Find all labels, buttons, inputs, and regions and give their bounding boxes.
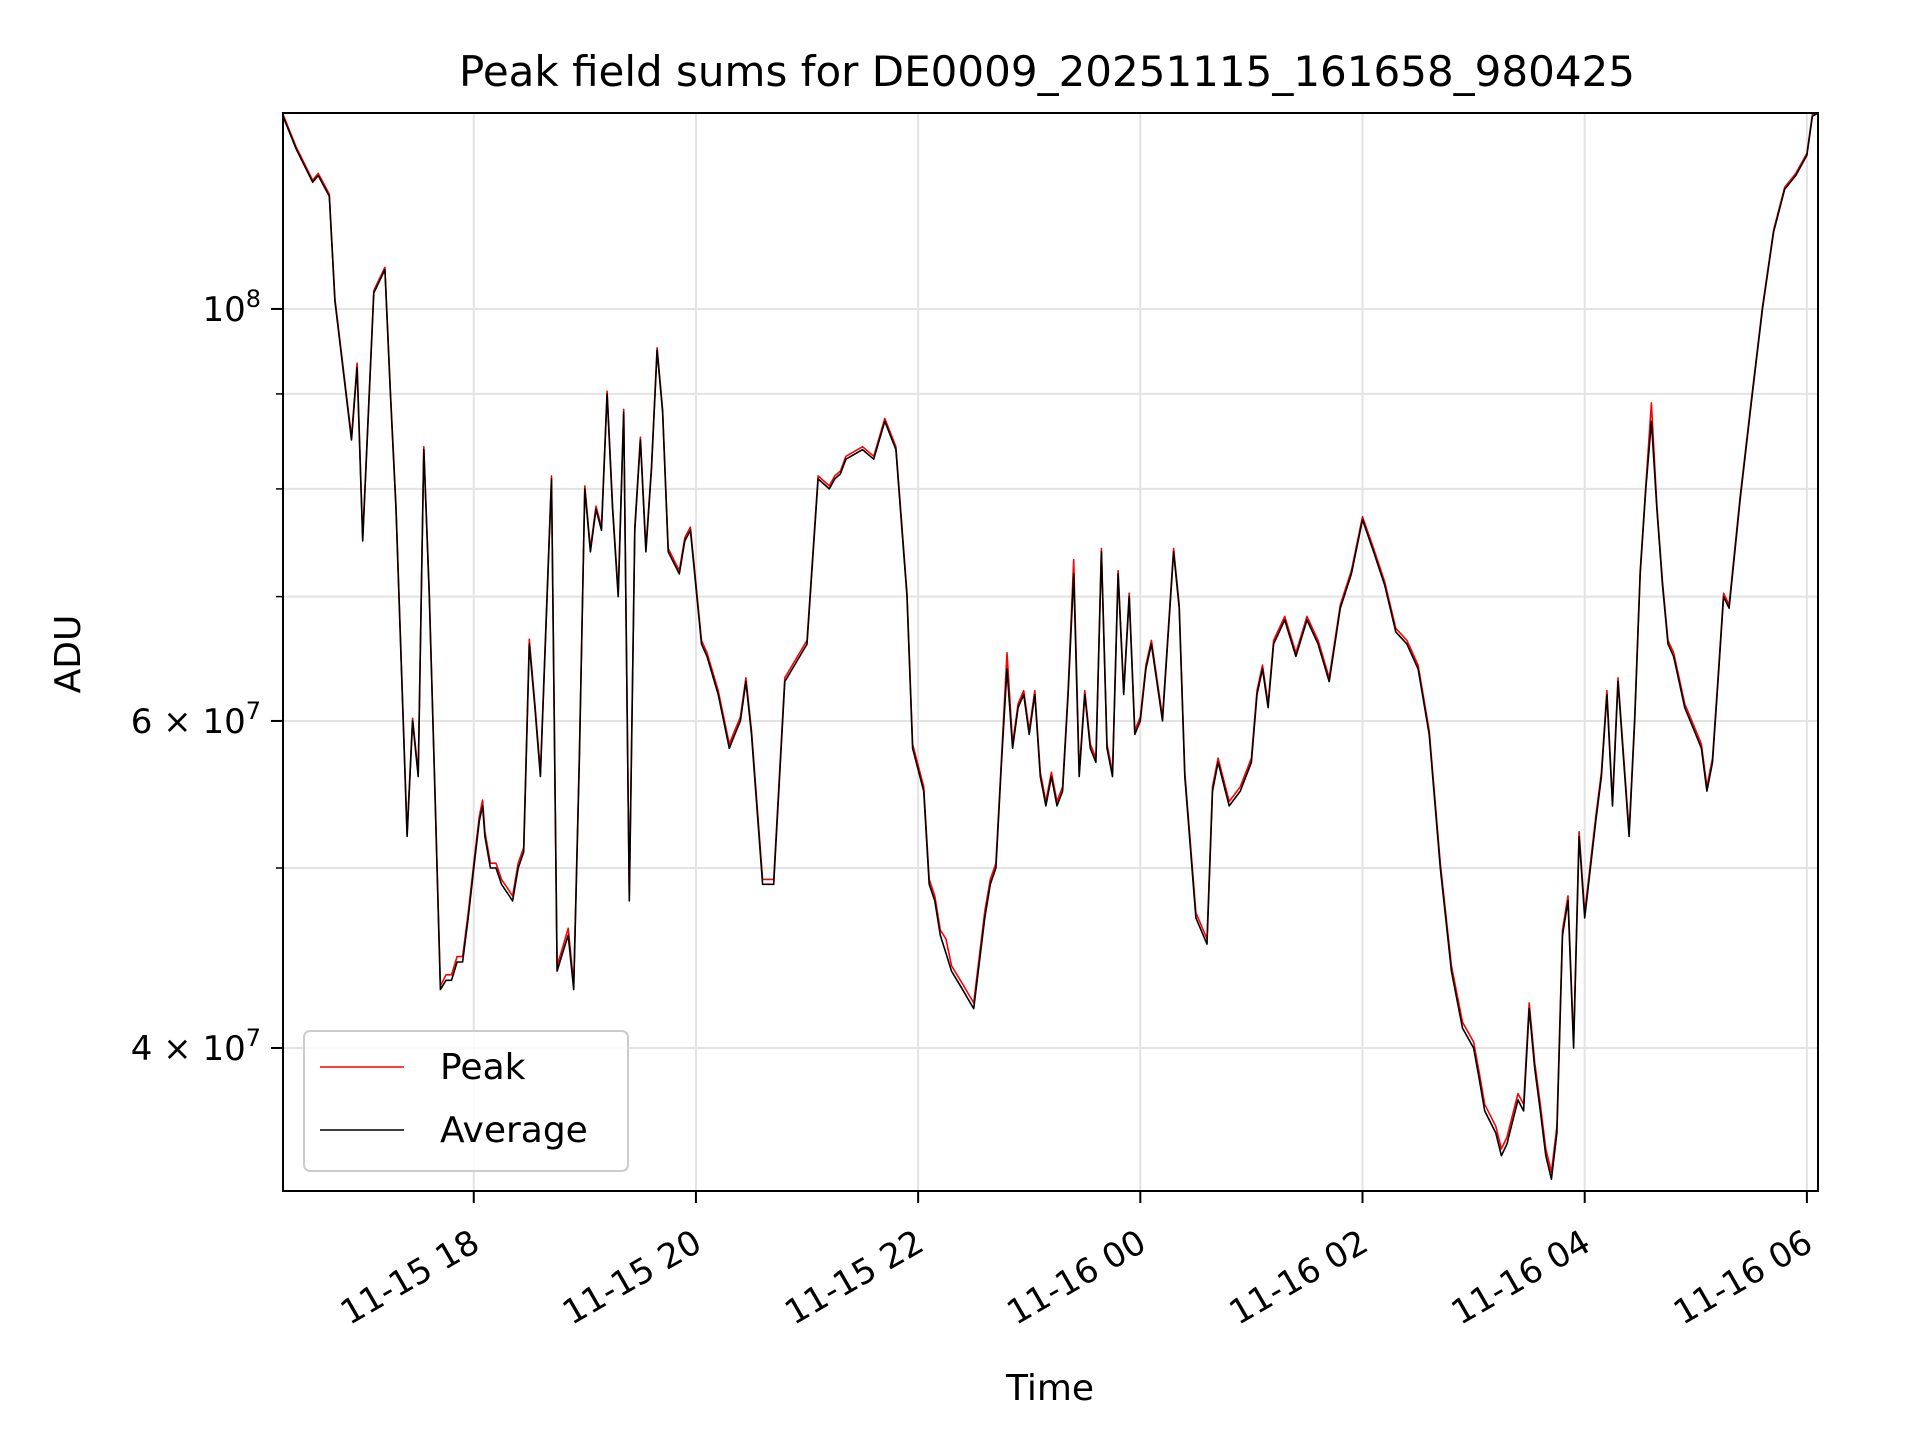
y-major-tick-label: 108: [202, 285, 261, 330]
series-layer: [282, 112, 1819, 1180]
legend-peak-label: Peak: [440, 1047, 526, 1088]
y-minor-tick-label: 4 × 107: [131, 1024, 261, 1069]
chart-title: Peak field sums for DE0009_20251115_1616…: [459, 47, 1635, 96]
average-series-line: [282, 112, 1819, 1180]
legend-average-label: Average: [440, 1110, 588, 1151]
x-axis-title: Time: [1005, 1368, 1094, 1409]
y-minor-tick-label: 6 × 107: [131, 697, 261, 742]
y-axis-title: ADU: [48, 615, 89, 694]
y-axis: 108 4 × 107 6 × 107: [131, 285, 283, 1069]
legend-box: [303, 1030, 629, 1172]
plot-frame: [282, 112, 1819, 1192]
legend: Peak Average: [303, 1030, 629, 1172]
